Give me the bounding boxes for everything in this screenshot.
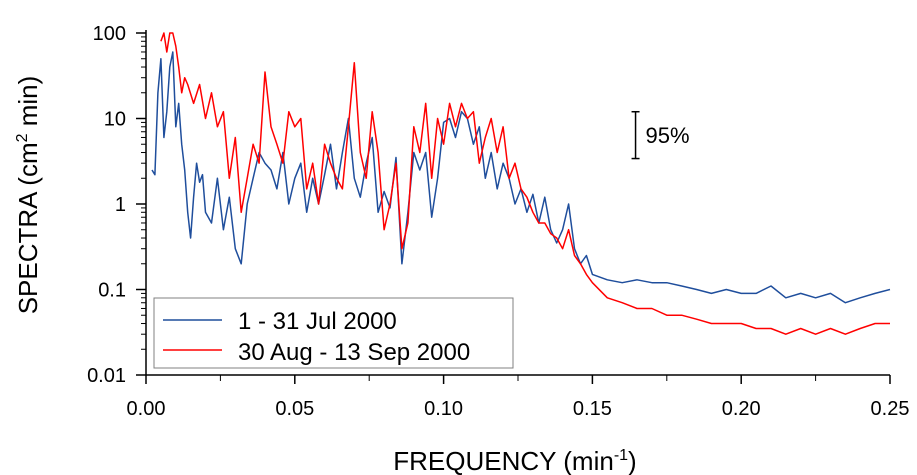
y-tick-label: 0.01 (87, 365, 126, 387)
legend-box (153, 297, 514, 369)
confidence-label: 95% (646, 123, 690, 148)
x-tick-label: 0.05 (275, 398, 314, 420)
y-ticks: 0.01 0.1 1 10 100 (87, 23, 146, 387)
x-tick-label: 0.15 (573, 398, 612, 420)
y-tick-label: 1 (115, 194, 126, 216)
y-tick-label: 10 (104, 109, 126, 131)
y-tick-label: 100 (93, 23, 126, 45)
series-line-1 (160, 32, 890, 335)
legend-label-aug-sep: 30 Aug - 13 Sep 2000 (238, 339, 470, 366)
legend-label-jul: 1 - 31 Jul 2000 (238, 308, 397, 335)
x-tick-label: 0.25 (871, 398, 910, 420)
x-tick-label: 0.10 (424, 398, 463, 420)
series-layer (151, 32, 891, 335)
x-axis-title: FREQUENCY (min-1) (393, 446, 636, 475)
y-axis-title: SPECTRA (cm2 min) (13, 76, 43, 315)
x-tick-label: 0.20 (722, 398, 761, 420)
series-line-0 (151, 51, 891, 304)
confidence-annotation: 95% (631, 110, 690, 160)
x-ticks: 0.00 0.05 0.10 0.15 0.20 0.25 (127, 375, 910, 420)
x-tick-label: 0.00 (127, 398, 166, 420)
legend: 1 - 31 Jul 2000 30 Aug - 13 Sep 2000 (153, 297, 514, 369)
y-tick-label: 0.1 (98, 280, 126, 302)
